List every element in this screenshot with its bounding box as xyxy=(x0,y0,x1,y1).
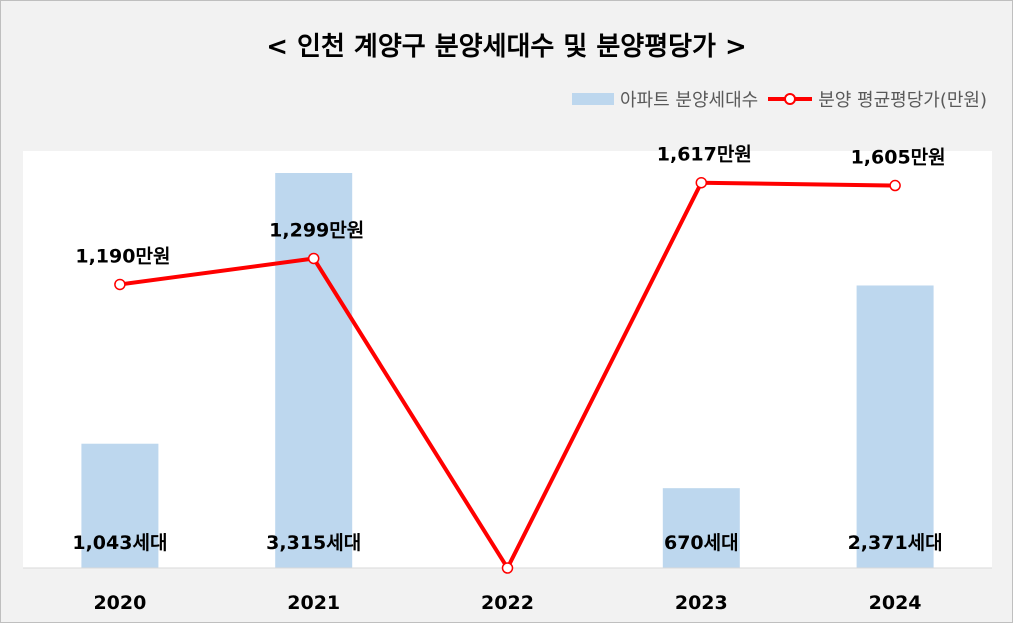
bar-label-2023: 670세대 xyxy=(664,532,739,554)
legend-item-bar: 아파트 분양세대수 xyxy=(571,86,759,112)
plot-area xyxy=(23,151,992,568)
bar-label-2020: 1,043세대 xyxy=(72,532,167,554)
legend-label-bar: 아파트 분양세대수 xyxy=(619,90,759,111)
line-label-2021: 1,299만원 xyxy=(269,219,364,241)
legend-swatch-line xyxy=(768,92,813,106)
line-point-2023 xyxy=(695,176,708,189)
chart-legend: 아파트 분양세대수 분양 평균평당가(만원) xyxy=(562,86,987,112)
bar-2020 xyxy=(81,443,159,568)
bar-label-2024: 2,371세대 xyxy=(848,532,943,554)
legend-label-line: 분양 평균평당가(만원) xyxy=(818,90,987,111)
x-tick-label-2022: 2022 xyxy=(481,592,534,614)
x-tick-label-2021: 2021 xyxy=(287,592,340,614)
bar-2024 xyxy=(856,285,934,568)
chart-title: < 인천 계양구 분양세대수 및 분양평당가 > xyxy=(266,32,747,62)
bar-2023 xyxy=(662,488,740,568)
x-tick-label-2020: 2020 xyxy=(93,592,146,614)
line-point-2020 xyxy=(114,278,126,291)
legend-item-line: 분양 평균평당가(만원) xyxy=(768,86,987,112)
bar-label-2021: 3,315세대 xyxy=(266,532,361,554)
line-point-2021 xyxy=(307,252,320,265)
legend-swatch-bar xyxy=(571,93,614,105)
line-label-2024: 1,605만원 xyxy=(851,147,946,169)
x-tick-label-2023: 2023 xyxy=(675,592,728,614)
line-point-2024 xyxy=(889,179,901,192)
line-label-2020: 1,190만원 xyxy=(75,245,170,267)
bar-2021 xyxy=(275,173,353,568)
x-tick-label-2024: 2024 xyxy=(869,592,922,614)
line-label-2023: 1,617만원 xyxy=(657,144,752,166)
line-point-2022 xyxy=(501,562,514,574)
